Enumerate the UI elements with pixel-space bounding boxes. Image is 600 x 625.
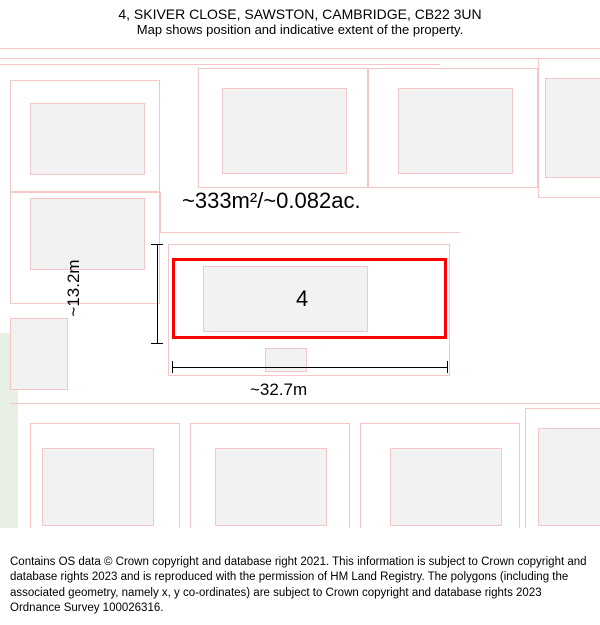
dim-tick: [447, 361, 448, 373]
plot-number: 4: [296, 286, 308, 312]
header: 4, SKIVER CLOSE, SAWSTON, CAMBRIDGE, CB2…: [0, 0, 600, 39]
building-footprint: [390, 448, 502, 526]
copyright-footer: Contains OS data © Crown copyright and d…: [10, 555, 590, 617]
dim-line-vertical: [157, 244, 158, 343]
building-footprint: [545, 78, 600, 178]
dim-tick: [151, 244, 163, 245]
page-title: 4, SKIVER CLOSE, SAWSTON, CAMBRIDGE, CB2…: [10, 6, 590, 22]
building-footprint: [30, 198, 145, 270]
road-edge: [160, 192, 161, 232]
road-edge: [0, 58, 600, 59]
page-subtitle: Map shows position and indicative extent…: [10, 22, 590, 37]
height-dimension-label: ~13.2m: [64, 238, 84, 338]
building-footprint: [398, 88, 513, 174]
area-label: ~333m²/~0.082ac.: [182, 188, 361, 214]
building-footprint: [538, 428, 600, 526]
road-edge: [160, 232, 460, 233]
map-canvas: ~333m²/~0.082ac. 4 ~13.2m ~32.7m: [0, 48, 600, 528]
building-footprint: [265, 348, 307, 372]
dim-tick: [151, 343, 163, 344]
building-footprint: [30, 103, 145, 175]
width-dimension-label: ~32.7m: [250, 380, 307, 400]
road-edge: [10, 403, 600, 404]
property-highlight: [172, 258, 447, 339]
dim-tick: [172, 361, 173, 373]
road-edge: [0, 48, 600, 49]
building-footprint: [10, 318, 68, 390]
building-footprint: [222, 88, 347, 174]
building-footprint: [215, 448, 327, 526]
dim-line-horizontal: [172, 367, 447, 368]
building-footprint: [42, 448, 154, 526]
road-edge: [0, 64, 440, 65]
